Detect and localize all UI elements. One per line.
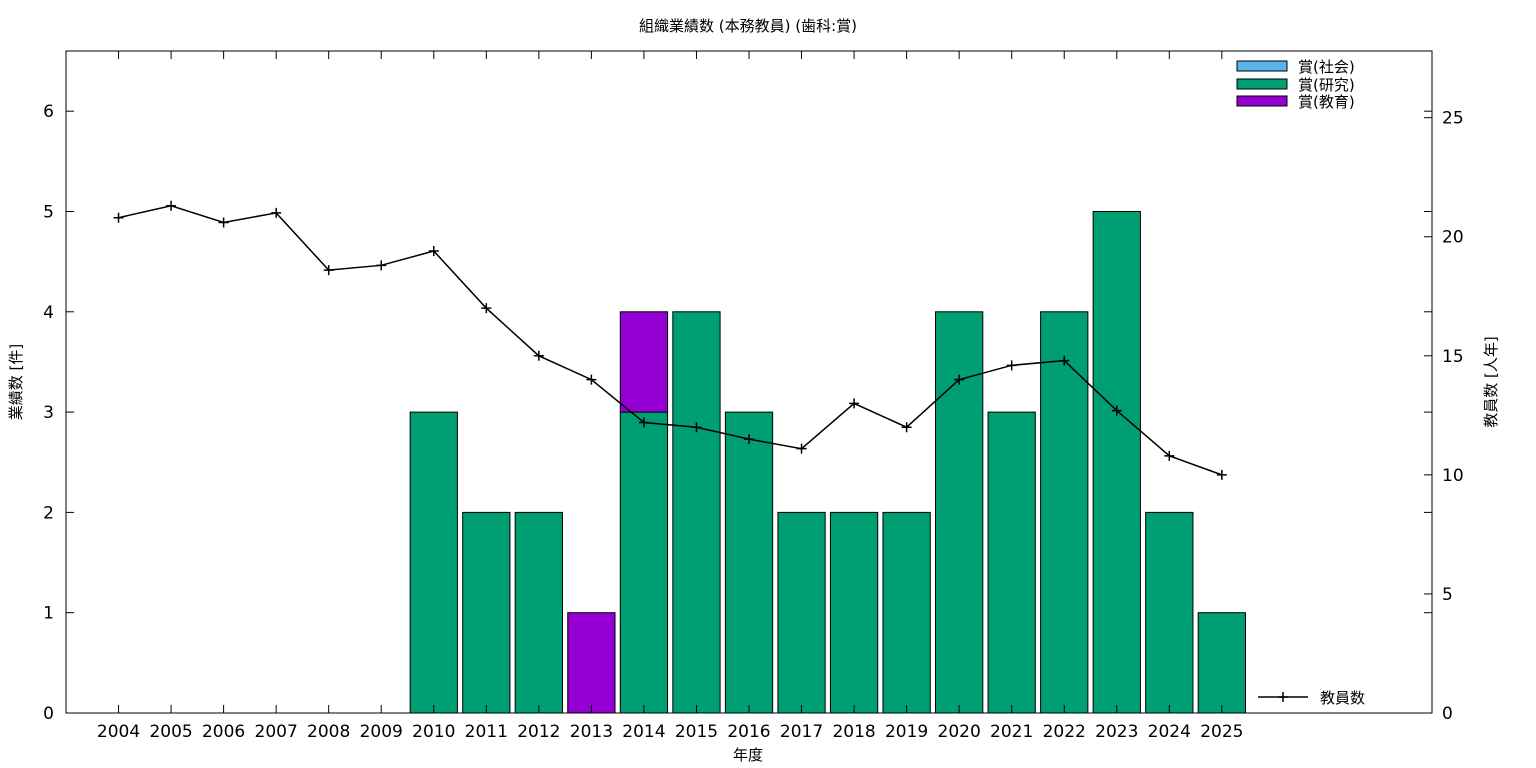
x-tick-label: 2006 xyxy=(202,722,245,742)
legend-swatch-research xyxy=(1236,78,1288,90)
bar-2021-series-1 xyxy=(987,411,1036,714)
staff-point-2017 xyxy=(796,443,807,454)
x-tick-label: 2007 xyxy=(255,722,298,742)
legend: 賞(社会) 賞(研究) 賞(教育) 教員数 xyxy=(1236,58,1365,707)
staff-point-2023 xyxy=(1111,405,1122,416)
bar-2017-series-1 xyxy=(777,511,826,714)
y-tick-label: 3 xyxy=(43,403,54,423)
x-tick-label: 2020 xyxy=(938,722,981,742)
x-tick-label: 2010 xyxy=(412,722,455,742)
legend-label-staff: 教員数 xyxy=(1320,689,1365,707)
staff-point-2013 xyxy=(586,374,597,385)
staff-count-line xyxy=(118,205,1223,476)
x-tick-label: 2019 xyxy=(885,722,928,742)
x-tick-label: 2014 xyxy=(622,722,665,742)
y-tick-label: 6 xyxy=(43,102,54,122)
x-tick-label: 2024 xyxy=(1148,722,1191,742)
x-tick-label: 2022 xyxy=(1043,722,1086,742)
staff-point-2021 xyxy=(1006,360,1017,371)
legend-swatch-education xyxy=(1236,95,1288,107)
bar-2010-series-1 xyxy=(409,411,458,714)
bar-2013-series-2 xyxy=(567,612,616,714)
y2-tick-label: 0 xyxy=(1442,704,1453,724)
legend-label-research: 賞(研究) xyxy=(1298,76,1355,94)
x-tick-label: 2025 xyxy=(1200,722,1243,742)
staff-point-2004 xyxy=(113,212,124,223)
bar-2014-series-2 xyxy=(619,311,669,413)
staff-point-2020 xyxy=(954,374,965,385)
staff-point-2024 xyxy=(1164,450,1175,461)
staff-point-2025 xyxy=(1216,469,1227,480)
staff-point-2009 xyxy=(376,260,387,271)
y2-tick-label: 25 xyxy=(1442,109,1464,129)
y2-axis-label: 教員数 [人年] xyxy=(1482,336,1500,427)
y2-tick-label: 5 xyxy=(1442,585,1453,605)
staff-point-2022 xyxy=(1059,355,1070,366)
y-axis-label: 業績数 [件] xyxy=(7,344,25,420)
staff-point-2018 xyxy=(849,398,860,409)
chart-title: 組織業績数 (本務教員) (歯科:賞) xyxy=(639,17,857,35)
x-tick-label: 2017 xyxy=(780,722,823,742)
x-tick-label: 2012 xyxy=(517,722,560,742)
y-tick-label: 5 xyxy=(43,202,54,222)
x-tick-label: 2004 xyxy=(97,722,140,742)
bar-2018-series-1 xyxy=(829,511,879,714)
y2-tick-label: 20 xyxy=(1442,228,1464,248)
staff-point-2011 xyxy=(481,303,492,314)
x-tick-label: 2008 xyxy=(307,722,350,742)
y-tick-label: 4 xyxy=(43,303,54,323)
x-tick-label: 2013 xyxy=(570,722,613,742)
bar-2022-series-1 xyxy=(1040,311,1089,714)
x-axis-label: 年度 xyxy=(733,746,763,764)
bar-2014-series-1 xyxy=(619,411,669,714)
legend-line-marker xyxy=(1278,692,1288,702)
bar-2024-series-1 xyxy=(1145,511,1194,714)
staff-point-2006 xyxy=(218,217,229,228)
bar-2025-series-1 xyxy=(1197,612,1246,714)
bar-2011-series-1 xyxy=(462,511,511,714)
y-tick-label: 2 xyxy=(43,503,54,523)
x-tick-label: 2015 xyxy=(675,722,718,742)
bars-layer xyxy=(409,210,1246,714)
staff-line-layer xyxy=(113,200,1227,480)
bar-2012-series-1 xyxy=(514,511,563,714)
staff-point-2015 xyxy=(691,422,702,433)
bar-2019-series-1 xyxy=(882,511,931,714)
x-tick-label: 2005 xyxy=(149,722,192,742)
x-tick-label: 2009 xyxy=(360,722,403,742)
y2-tick-label: 10 xyxy=(1442,466,1464,486)
bar-2020-series-1 xyxy=(935,311,984,714)
x-tick-label: 2011 xyxy=(465,722,508,742)
bar-2015-series-1 xyxy=(672,311,721,714)
x-tick-label: 2023 xyxy=(1095,722,1138,742)
staff-point-2014 xyxy=(638,417,649,428)
y2-tick-label: 15 xyxy=(1442,347,1464,367)
legend-swatch-social xyxy=(1236,60,1288,72)
staff-point-2016 xyxy=(744,434,754,445)
x-tick-label: 2016 xyxy=(727,722,770,742)
staff-point-2019 xyxy=(901,422,912,433)
legend-label-social: 賞(社会) xyxy=(1298,58,1355,76)
staff-point-2008 xyxy=(323,265,334,276)
legend-label-education: 賞(教育) xyxy=(1298,93,1355,111)
staff-point-2010 xyxy=(428,246,439,257)
x-tick-label: 2018 xyxy=(832,722,875,742)
staff-point-2007 xyxy=(271,207,282,218)
staff-point-2005 xyxy=(166,200,177,211)
y-tick-label: 0 xyxy=(43,704,54,724)
bar-2016-series-1 xyxy=(724,411,774,714)
bar-2023-series-1 xyxy=(1092,210,1141,714)
x-tick-label: 2021 xyxy=(990,722,1033,742)
staff-point-2012 xyxy=(533,350,544,361)
y-tick-label: 1 xyxy=(43,604,54,624)
